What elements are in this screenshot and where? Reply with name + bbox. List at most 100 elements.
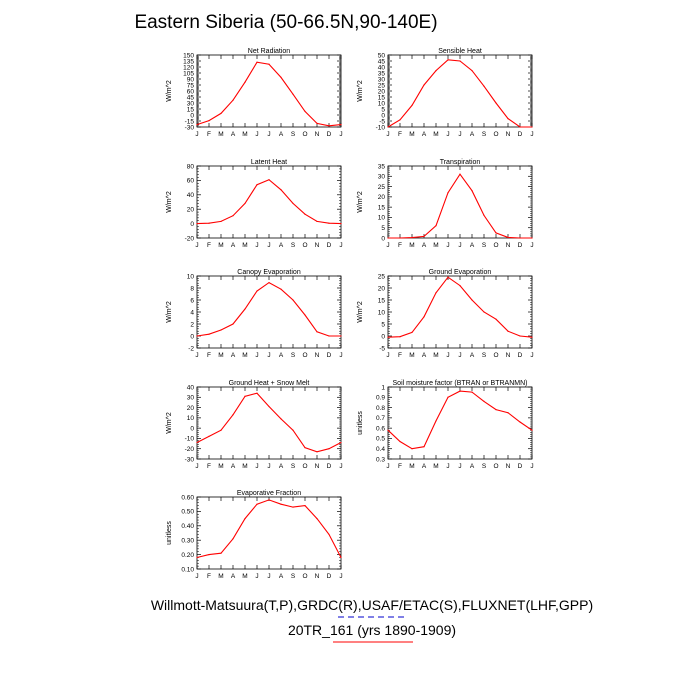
data-point xyxy=(531,429,533,431)
data-point xyxy=(292,202,294,205)
x-tick-label: N xyxy=(315,573,320,580)
x-tick-label: F xyxy=(207,242,211,249)
x-tick-label: J xyxy=(458,352,461,359)
data-point xyxy=(244,518,246,520)
data-point xyxy=(328,533,330,536)
data-point xyxy=(483,214,485,216)
x-tick-label: D xyxy=(327,352,332,359)
y-tick-label: 30 xyxy=(378,76,386,83)
y-axis-label: unitless xyxy=(166,521,173,545)
x-tick-label: J xyxy=(267,352,270,359)
x-tick-label: D xyxy=(327,242,332,249)
x-tick-label: S xyxy=(482,463,487,470)
y-tick-label: 75 xyxy=(187,82,195,89)
series-line xyxy=(387,276,533,338)
series-line xyxy=(196,499,342,559)
data-point xyxy=(387,126,389,128)
x-tick-label: O xyxy=(493,352,498,359)
x-tick-label: J xyxy=(255,131,258,138)
y-tick-label: 25 xyxy=(378,184,386,191)
data-point xyxy=(232,323,234,325)
series-line xyxy=(388,173,532,239)
data-point xyxy=(256,392,258,394)
y-tick-label: 0.60 xyxy=(181,494,194,501)
x-tick-label: S xyxy=(291,463,296,470)
y-tick-label: -2 xyxy=(188,345,194,352)
y-tick-label: 40 xyxy=(187,192,195,199)
y-tick-label: 0.5 xyxy=(376,436,385,443)
y-tick-label: 10 xyxy=(378,215,386,222)
data-point xyxy=(280,189,282,191)
y-tick-label: 0 xyxy=(190,112,194,119)
y-tick-label: 50 xyxy=(378,52,386,59)
x-tick-label: O xyxy=(493,242,498,249)
y-tick-label: 0.7 xyxy=(376,415,385,422)
y-tick-label: 0 xyxy=(381,235,385,242)
data-point xyxy=(268,405,270,408)
y-tick-label: 0 xyxy=(381,112,385,119)
data-point xyxy=(280,418,282,420)
y-axis-label: W/m^2 xyxy=(357,80,364,102)
x-tick-label: F xyxy=(207,463,211,470)
x-tick-label: N xyxy=(315,131,320,138)
y-tick-label: 150 xyxy=(183,52,194,59)
x-tick-label: S xyxy=(291,352,296,359)
data-point xyxy=(519,126,521,128)
y-tick-label: 60 xyxy=(187,178,195,185)
data-point xyxy=(411,236,413,239)
x-tick-label: J xyxy=(446,131,449,138)
data-point xyxy=(304,505,306,507)
x-tick-label: F xyxy=(398,352,402,359)
x-tick-label: A xyxy=(422,131,427,138)
y-tick-label: 90 xyxy=(187,76,195,83)
x-tick-label: D xyxy=(327,131,332,138)
data-point xyxy=(316,451,318,453)
x-tick-label: J xyxy=(195,131,198,138)
y-tick-label: 0.40 xyxy=(181,523,194,530)
data-point xyxy=(399,237,401,239)
x-tick-label: J xyxy=(339,352,342,359)
y-axis-label: W/m^2 xyxy=(166,412,173,434)
x-tick-label: A xyxy=(231,352,236,359)
panel-title: Evaporative Fraction xyxy=(237,490,301,497)
y-tick-label: 40 xyxy=(187,384,195,391)
panel-title: Transpiration xyxy=(440,159,481,166)
x-tick-label: F xyxy=(207,131,211,138)
x-tick-label: N xyxy=(506,242,511,249)
y-tick-label: 0.3 xyxy=(376,456,385,463)
x-tick-label: J xyxy=(386,131,389,138)
x-tick-label: A xyxy=(422,242,427,249)
x-tick-label: D xyxy=(518,463,523,470)
data-point xyxy=(411,448,413,450)
data-point xyxy=(328,335,330,337)
x-tick-label: M xyxy=(218,352,223,359)
data-point xyxy=(304,447,306,449)
y-tick-label: 8 xyxy=(190,285,194,292)
x-tick-label: J xyxy=(195,352,198,359)
series-line xyxy=(196,61,342,127)
data-point xyxy=(399,336,401,338)
y-tick-label: 45 xyxy=(378,58,386,65)
y-tick-label: 15 xyxy=(378,94,386,101)
data-point xyxy=(208,222,210,224)
x-tick-label: O xyxy=(493,131,498,138)
data-point xyxy=(244,308,246,310)
data-point xyxy=(208,554,210,556)
y-tick-label: -15 xyxy=(185,118,195,125)
x-tick-label: F xyxy=(398,131,402,138)
x-tick-label: M xyxy=(242,131,247,138)
data-point xyxy=(495,232,497,234)
y-tick-label: -10 xyxy=(185,436,195,443)
series-line xyxy=(196,281,341,337)
data-point xyxy=(208,435,210,437)
data-point xyxy=(304,314,306,316)
data-point xyxy=(256,184,258,186)
data-point xyxy=(268,179,270,181)
x-tick-label: M xyxy=(433,242,438,249)
x-tick-label: A xyxy=(279,131,284,138)
data-point xyxy=(483,85,485,87)
x-tick-label: A xyxy=(470,131,475,138)
y-tick-label: 135 xyxy=(183,58,194,65)
